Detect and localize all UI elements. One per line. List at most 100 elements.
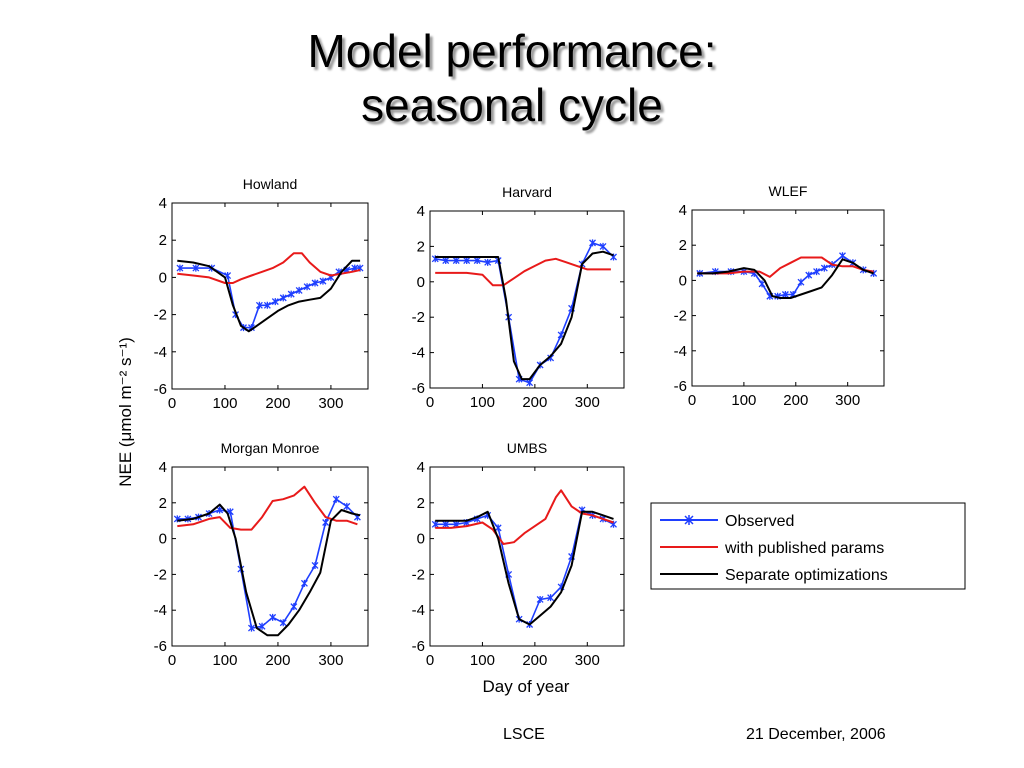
- x-tick-label: 200: [522, 652, 547, 669]
- series-line-published: [697, 256, 874, 278]
- x-tick-label: 300: [575, 652, 600, 669]
- observed-point: [820, 264, 828, 272]
- observed-point: [484, 258, 492, 266]
- x-tick-label: 100: [212, 395, 237, 412]
- observed-point: [452, 257, 460, 265]
- plot-title: Morgan Monroe: [221, 440, 320, 456]
- y-tick-label: 0: [159, 531, 167, 548]
- x-tick-label: 200: [783, 392, 808, 409]
- y-tick-label: 4: [679, 202, 687, 219]
- y-tick-label: 4: [417, 459, 425, 476]
- observed-point: [319, 277, 327, 285]
- observed-point: [332, 495, 340, 503]
- plot-title: WLEF: [769, 183, 808, 199]
- observed-point: [781, 290, 789, 298]
- x-tick-label: 300: [318, 395, 343, 412]
- observed-point: [311, 279, 319, 287]
- y-tick-label: -2: [154, 307, 167, 324]
- x-tick-label: 0: [168, 395, 176, 412]
- observed-point: [494, 524, 502, 532]
- plot-frame: [429, 210, 625, 389]
- slide-title-line-2: seasonal cycle: [361, 79, 663, 131]
- observed-point: [271, 298, 279, 306]
- observed-point: [463, 257, 471, 265]
- series-line-published: [435, 489, 614, 545]
- y-tick-label: -6: [674, 378, 687, 395]
- plot-title: UMBS: [507, 440, 547, 456]
- slide-title: Model performance: seasonal cycle: [0, 24, 1024, 132]
- y-tick-label: -4: [154, 344, 167, 361]
- x-tick-label: 200: [522, 394, 547, 411]
- y-tick-label: 0: [417, 274, 425, 291]
- observed-point: [758, 280, 766, 288]
- x-tick-label: 100: [212, 652, 237, 669]
- series-line-separate: [435, 250, 614, 381]
- x-tick-label: 100: [470, 652, 495, 669]
- y-tick-label: -2: [412, 309, 425, 326]
- observed-point: [295, 286, 303, 294]
- y-tick-label: -4: [412, 602, 425, 619]
- series-line-separate: [697, 258, 874, 299]
- y-tick-label: 4: [159, 459, 167, 476]
- y-tick-label: 2: [159, 232, 167, 249]
- y-tick-label: -6: [412, 380, 425, 397]
- plot-0: Howland 0 100 200 300 4 2 0 -2 -4 -6: [154, 176, 369, 412]
- observed-point: [192, 264, 200, 272]
- observed-point: [473, 257, 481, 265]
- x-tick-label: 300: [575, 394, 600, 411]
- observed-point: [813, 268, 821, 276]
- plot-frame: [171, 466, 369, 647]
- observed-point: [839, 252, 846, 260]
- plot-frame: [429, 466, 625, 647]
- observed-point: [442, 520, 450, 528]
- observed-point: [526, 379, 534, 387]
- y-tick-label: -2: [674, 308, 687, 325]
- series-line-separate: [177, 259, 361, 333]
- x-tick-label: 0: [426, 652, 434, 669]
- legend-observed-label: Observed: [725, 513, 794, 530]
- series-line-separate: [435, 510, 614, 626]
- y-tick-label: -6: [154, 638, 167, 655]
- observed-point: [290, 603, 298, 611]
- y-tick-label: -2: [154, 566, 167, 583]
- observed-point: [287, 290, 295, 298]
- y-tick-label: 2: [417, 238, 425, 255]
- observed-point: [279, 619, 287, 627]
- legend-published-label: with published params: [724, 540, 884, 557]
- plot-title: Harvard: [502, 184, 552, 200]
- footer-date: 21 December, 2006: [746, 726, 886, 743]
- observed-point: [536, 595, 544, 603]
- observed-point: [431, 520, 439, 528]
- observed-point: [303, 283, 311, 291]
- x-tick-label: 0: [426, 394, 434, 411]
- shared-x-axis-label: Day of year: [483, 677, 570, 696]
- observed-point: [589, 239, 597, 247]
- x-tick-label: 0: [168, 652, 176, 669]
- shared-y-axis-label: NEE (μmol m⁻² s⁻¹): [116, 337, 135, 487]
- observed-point: [176, 264, 184, 272]
- series-line-published: [177, 252, 361, 284]
- y-tick-label: -6: [154, 381, 167, 398]
- x-tick-label: 300: [318, 652, 343, 669]
- y-tick-label: -6: [412, 638, 425, 655]
- y-tick-label: -4: [154, 602, 167, 619]
- y-tick-label: 0: [679, 272, 687, 289]
- observed-point: [797, 278, 805, 286]
- legend-observed-marker: [684, 515, 694, 525]
- y-tick-label: 2: [679, 237, 687, 254]
- x-tick-label: 200: [265, 652, 290, 669]
- observed-point: [247, 624, 255, 632]
- plot-title: Howland: [243, 176, 297, 192]
- observed-point: [442, 257, 450, 265]
- observed-point: [547, 594, 555, 602]
- observed-point: [599, 242, 607, 250]
- observed-point: [258, 622, 266, 630]
- observed-point: [805, 271, 813, 279]
- x-tick-label: 200: [265, 395, 290, 412]
- legend-separate-label: Separate optimizations: [725, 567, 888, 584]
- legend: Observed with published params Separate …: [650, 502, 966, 590]
- x-tick-label: 0: [688, 392, 696, 409]
- y-tick-label: 0: [159, 269, 167, 286]
- x-tick-label: 100: [470, 394, 495, 411]
